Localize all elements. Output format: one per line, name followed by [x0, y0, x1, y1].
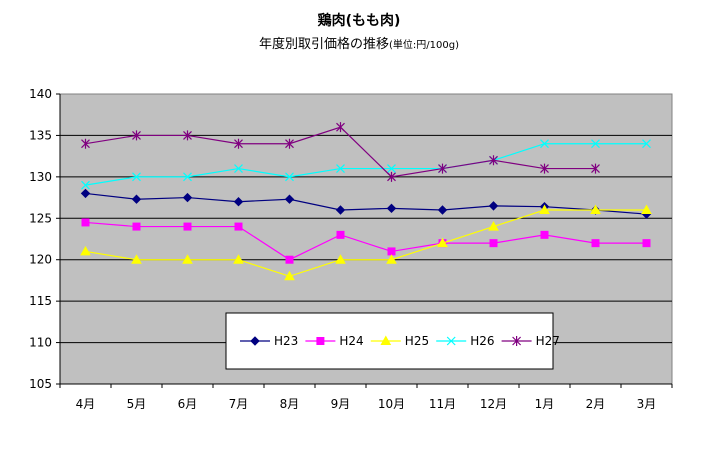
series-line: [85, 221, 647, 261]
data-point: [80, 188, 91, 199]
data-point: [183, 172, 192, 182]
legend-label: H23: [274, 334, 298, 348]
data-point: [132, 172, 141, 182]
x-tick-label: 11月: [429, 397, 456, 411]
data-point: [183, 130, 192, 141]
data-point: [642, 139, 651, 149]
data-point: [285, 172, 294, 182]
data-point: [540, 230, 549, 239]
data-point: [489, 239, 498, 248]
data-point: [335, 205, 346, 215]
data-point: [131, 254, 142, 264]
series-h27: [81, 122, 600, 182]
data-point: [234, 222, 243, 231]
legend-marker: [250, 336, 260, 346]
y-tick-label: 135: [29, 128, 52, 142]
data-point: [81, 180, 90, 190]
data-point: [489, 155, 498, 166]
data-point: [591, 139, 600, 149]
data-point: [132, 222, 141, 231]
data-point: [234, 138, 243, 149]
data-point: [131, 194, 142, 204]
data-point: [591, 239, 600, 248]
chart-subtitle: 年度別取引価格の推移(単位:円/100g): [0, 33, 718, 52]
data-point: [488, 221, 499, 231]
x-tick-label: 3月: [637, 397, 657, 411]
data-point: [233, 254, 244, 264]
x-tick-label: 9月: [331, 397, 351, 411]
data-point: [285, 138, 294, 149]
data-point: [387, 164, 396, 173]
x-tick-label: 4月: [76, 397, 96, 411]
series-h26: [81, 139, 651, 190]
series-group: [80, 122, 652, 281]
data-point: [81, 218, 90, 227]
data-point: [81, 138, 90, 149]
data-point: [641, 204, 652, 214]
legend-label: H24: [339, 334, 363, 348]
chart-subtitle-main: 年度別取引価格の推移: [259, 37, 390, 52]
data-point: [336, 230, 345, 239]
legend-label: H25: [405, 334, 429, 348]
data-point: [387, 247, 396, 256]
data-point: [539, 204, 550, 214]
data-point: [386, 254, 397, 264]
legend-marker: [380, 335, 392, 345]
x-tick-label: 6月: [178, 397, 198, 411]
data-point: [132, 130, 141, 141]
data-point: [336, 164, 345, 173]
data-point: [182, 192, 193, 203]
x-tick-label: 2月: [586, 397, 606, 411]
axes: 105 110 115 120 125 130 135 140 4月 5月 6月 7月 8月 9月 10月 1…: [29, 87, 673, 411]
series-line: [85, 143, 647, 186]
data-point: [488, 201, 499, 211]
data-point: [540, 163, 549, 174]
y-tick-label: 110: [29, 336, 52, 350]
chart-title: 鶏肉(もも肉): [317, 13, 401, 29]
y-tick-label: 140: [29, 87, 52, 101]
legend-label: H27: [536, 334, 560, 348]
data-point: [590, 204, 601, 214]
y-tick-label: 105: [29, 377, 52, 391]
data-point: [437, 237, 448, 248]
legend-label: H26: [470, 334, 494, 348]
series-h24: [81, 218, 651, 264]
x-tick-label: 5月: [127, 397, 147, 411]
x-tick-label: 1月: [535, 397, 555, 411]
y-tick-label: 125: [29, 211, 52, 225]
x-tick-label: 10月: [378, 397, 405, 411]
y-tick-label: 130: [29, 170, 52, 184]
series-line: [85, 192, 647, 215]
y-tick-label: 115: [29, 294, 52, 308]
x-tick-label: 12月: [480, 397, 507, 411]
data-point: [285, 255, 294, 264]
data-point: [591, 163, 600, 174]
data-point: [642, 239, 651, 248]
x-tick-label: 7月: [229, 397, 249, 411]
data-point: [540, 139, 549, 149]
data-point: [335, 254, 346, 264]
data-point: [437, 205, 448, 215]
y-tick-label: 120: [29, 253, 52, 267]
legend-marker: [512, 336, 522, 346]
data-point: [284, 194, 295, 204]
series-h25: [80, 204, 652, 281]
data-point: [284, 270, 295, 281]
data-point: [336, 122, 345, 133]
series-line: [85, 209, 647, 277]
chart-subtitle-unit: (単位:円/100g): [389, 40, 459, 51]
data-point: [234, 164, 243, 173]
data-point: [387, 171, 396, 182]
data-point: [386, 203, 397, 214]
x-tick-label: 8月: [280, 397, 300, 411]
legend-marker: [316, 337, 325, 345]
data-point: [438, 163, 447, 174]
data-point: [233, 197, 244, 207]
data-point: [182, 254, 193, 264]
legend: H23 H24 H25 H26 H27: [225, 312, 560, 370]
data-point: [183, 222, 192, 231]
data-point: [80, 245, 91, 256]
legend-marker: [446, 336, 456, 346]
